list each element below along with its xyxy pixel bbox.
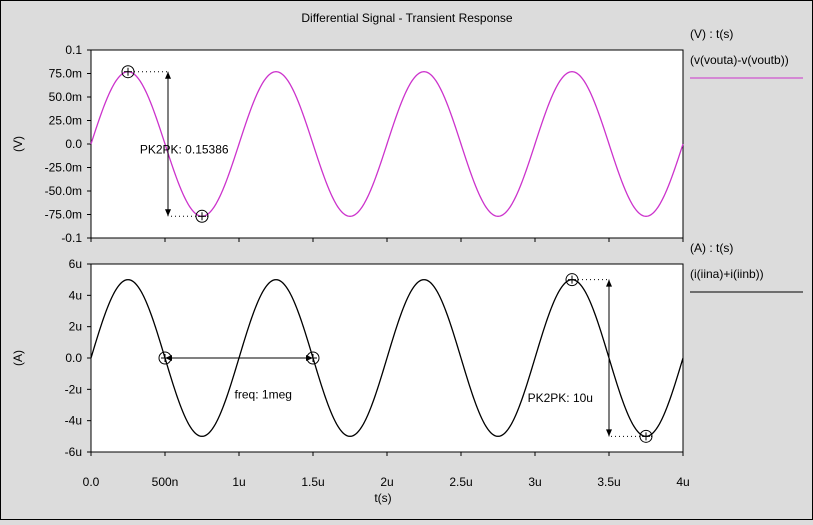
current-y-tick-label: -6u	[65, 445, 82, 459]
x-tick-label: 4u	[676, 475, 689, 489]
x-axis-label: t(s)	[374, 491, 391, 505]
voltage-measure-label: PK2PK: 0.15386	[140, 142, 229, 156]
voltage-marks: 0.1 75.0m 50.0m 25.0m 0.0 -25.0m -50.0m -75.0m -…	[45, 43, 684, 245]
voltage-y-tick-label: 0.0	[65, 137, 82, 151]
current-y-tick-label: 4u	[69, 288, 82, 302]
current-measure-label: PK2PK: 10u	[528, 391, 593, 405]
x-tick-label: 3u	[528, 475, 541, 489]
current-marker-circle	[639, 429, 653, 443]
voltage-y-tick-label: 0.1	[65, 43, 82, 57]
voltage-measure-arrowhead	[165, 71, 171, 79]
current-y-tick-label: 6u	[69, 257, 82, 271]
voltage-measure-arrowhead	[165, 209, 171, 217]
voltage-y-tick-label: -0.1	[61, 231, 82, 245]
x-tick-label: 500n	[152, 475, 179, 489]
current-measure-arrowhead	[606, 279, 612, 287]
voltage-panel: (V) (V) : t(s) (v(vouta)-v(voutb)) 0.1 75…	[11, 27, 803, 245]
x-tick-label: 1u	[232, 475, 245, 489]
current-series-line	[90, 279, 684, 437]
current-panel: (A) (A) : t(s) (i(iina)+i(iinb)) 6u 4u 2u 0…	[11, 241, 803, 459]
x-tick-label: 1.5u	[301, 475, 324, 489]
current-marker-circle	[158, 351, 172, 365]
current-y-tick-label: -2u	[65, 382, 82, 396]
current-measure-arrowhead	[606, 429, 612, 437]
voltage-series-line	[90, 71, 684, 217]
voltage-y-tick-label: 25.0m	[49, 114, 82, 128]
current-legend-entry[interactable]: (i(iina)+i(iinb))	[690, 267, 764, 281]
current-marks: 6u 4u 2u 0.0 -2u -4u -6u freq: 1meg PK2PK: 10u	[65, 257, 684, 459]
voltage-y-tick-label: -25.0m	[45, 161, 82, 175]
x-tick-label: 2.5u	[449, 475, 472, 489]
voltage-y-tick-label: 50.0m	[49, 90, 82, 104]
current-marker-circle	[565, 273, 579, 287]
chart-title: Differential Signal - Transient Response	[301, 11, 513, 25]
current-y-tick-label: -4u	[65, 414, 82, 428]
current-legend-header: (A) : t(s)	[690, 241, 733, 255]
current-y-tick-label: 0.0	[65, 351, 82, 365]
voltage-marker-circle	[121, 65, 135, 79]
current-y-axis-label: (A)	[11, 350, 25, 366]
voltage-y-axis-label: (V)	[11, 136, 25, 152]
x-tick-label: 3.5u	[597, 475, 620, 489]
current-marker-circle	[306, 351, 320, 365]
voltage-y-tick-label: -75.0m	[45, 208, 82, 222]
voltage-legend-header: (V) : t(s)	[690, 27, 733, 41]
x-tick-label: 2u	[380, 475, 393, 489]
voltage-marker-circle	[195, 209, 209, 223]
x-axis: 0.0 500n 1u 1.5u 2u 2.5u 3u 3.5u 4u	[83, 475, 690, 489]
x-tick-label: 0.0	[83, 475, 100, 489]
current-y-tick-label: 2u	[69, 320, 82, 334]
voltage-legend-entry[interactable]: (v(vouta)-v(voutb))	[690, 53, 789, 67]
voltage-y-tick-label: 75.0m	[49, 67, 82, 81]
current-measure-label: freq: 1meg	[235, 388, 292, 402]
voltage-y-tick-label: -50.0m	[45, 184, 82, 198]
